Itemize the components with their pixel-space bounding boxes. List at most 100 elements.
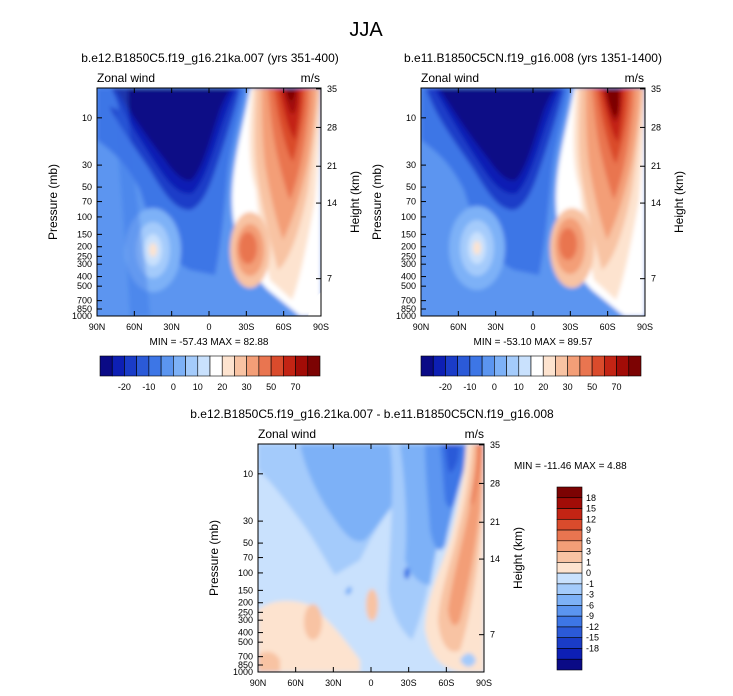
min-max-stats: MIN = -53.10 MAX = 89.57: [474, 337, 593, 348]
height-tick-label: 21: [490, 517, 500, 527]
colorbar-label: 10: [514, 382, 524, 392]
panel-3-right-label: m/s: [465, 427, 484, 441]
panel-2-right-label: m/s: [625, 71, 644, 85]
colorbar-swatch: [197, 355, 211, 377]
colorbar-label: 12: [586, 514, 596, 524]
colorbar-label: -10: [142, 382, 155, 392]
colorbar-swatch: [556, 572, 583, 585]
y-tick-label: 10: [243, 469, 253, 479]
x-tick-label: 30N: [325, 678, 342, 688]
x-tick-label: 60S: [276, 322, 292, 332]
x-tick-label: 60S: [438, 678, 454, 688]
height-tick-label: 28: [651, 122, 661, 132]
y-axis-title: Pressure (mb): [370, 164, 384, 240]
y-tick-label: 1000: [396, 311, 416, 321]
height-tick-label: 35: [651, 84, 661, 94]
x-tick-label: 90S: [476, 678, 492, 688]
colorbar-label: 0: [492, 382, 497, 392]
height-tick-label: 7: [651, 274, 656, 284]
height-tick-label: 35: [327, 84, 337, 94]
y-tick-label: 150: [401, 229, 416, 239]
field-contour: [97, 88, 119, 110]
colorbar-swatch: [556, 605, 583, 617]
colorbar-label: -9: [586, 611, 594, 621]
y-tick-label: 1000: [72, 311, 92, 321]
x-tick-label: 0: [368, 678, 373, 688]
y-tick-label: 100: [77, 212, 92, 222]
y-tick-label: 400: [238, 628, 253, 638]
colorbar-swatch: [556, 637, 583, 649]
panel-3-left-label: Zonal wind: [258, 427, 316, 441]
colorbar-1: -20 -10 0 10 20 30 50 70: [99, 355, 321, 392]
y-tick-label: 850: [238, 660, 253, 670]
x-tick-label: 0: [206, 322, 211, 332]
colorbar-swatch: [185, 355, 199, 377]
colorbar-label: 30: [242, 382, 252, 392]
y-tick-label: 50: [82, 182, 92, 192]
field-contour: [115, 88, 150, 316]
height-tick-label: 28: [327, 122, 337, 132]
panel-2-left-label: Zonal wind: [421, 71, 479, 85]
colorbar-swatch: [432, 355, 446, 377]
panel-2: b.e11.B1850C5CN.f19_g16.008 (yrs 1351-14…: [404, 51, 662, 317]
colorbar-swatch: [209, 355, 223, 377]
y-tick-label: 400: [77, 272, 92, 282]
y-tick-label: 30: [406, 160, 416, 170]
colorbar-label: 70: [291, 382, 301, 392]
field-contour: [445, 444, 460, 473]
colorbar-swatch: [556, 626, 583, 639]
colorbar-swatch: [136, 355, 150, 377]
colorbar-label: 15: [586, 504, 596, 514]
colorbar-swatch: [469, 355, 483, 377]
y-tick-label: 250: [401, 251, 416, 261]
field-contour: [559, 228, 577, 260]
colorbar-swatch: [457, 355, 471, 377]
field-contour: [460, 653, 476, 667]
colorbar-label: 10: [193, 382, 203, 392]
colorbar-layer: -20 -10 0 10 20 30 50 70 -20 -10 0 10 20 30 50 70181512…: [99, 355, 642, 671]
panel-1-field: [97, 88, 321, 316]
x-tick-label: 60N: [287, 678, 304, 688]
colorbar-swatch: [556, 518, 583, 531]
height-tick-label: 7: [490, 630, 495, 640]
x-tick-label: 30S: [401, 678, 417, 688]
y-tick-label: 30: [82, 160, 92, 170]
min-max-stats: MIN = -11.46 MAX = 4.88: [514, 461, 627, 472]
colorbar-swatch: [307, 355, 321, 377]
colorbar-swatch: [542, 355, 556, 377]
panel2-axes: 90N 60N 30N 0 30S 60S 90S103050701001502002503…: [370, 84, 686, 348]
colorbar-swatch: [481, 355, 495, 377]
colorbar-label: 9: [586, 525, 591, 535]
y-tick-label: 500: [238, 637, 253, 647]
panel-2-title: b.e11.B1850C5CN.f19_g16.008 (yrs 1351-14…: [404, 51, 662, 65]
y-tick-label: 200: [401, 242, 416, 252]
colorbar-label: -20: [439, 382, 452, 392]
colorbar-swatch: [591, 355, 605, 377]
y-tick-label: 300: [77, 259, 92, 269]
panel-1-right-label: m/s: [301, 71, 320, 85]
y-tick-label: 850: [77, 304, 92, 314]
x-tick-label: 30N: [487, 322, 504, 332]
height-axis-title: Height (km): [672, 171, 686, 233]
y-tick-label: 50: [243, 538, 253, 548]
y-tick-label: 30: [243, 516, 253, 526]
colorbar-label: 30: [563, 382, 573, 392]
x-tick-label: 30S: [238, 322, 254, 332]
panel-1-title: b.e12.B1850C5.f19_g16.21ka.007 (yrs 351-…: [81, 51, 339, 65]
height-tick-label: 14: [651, 198, 661, 208]
x-tick-label: 60S: [600, 322, 616, 332]
colorbar-swatch: [506, 355, 520, 377]
colorbar-label: 6: [586, 536, 591, 546]
y-tick-label: 400: [401, 272, 416, 282]
height-tick-label: 7: [327, 274, 332, 284]
colorbar-swatch: [556, 486, 583, 499]
colorbar-swatch: [270, 355, 284, 377]
colorbar-label: -10: [463, 382, 476, 392]
field-contour: [345, 586, 352, 595]
x-tick-label: 90S: [637, 322, 653, 332]
colorbar-label: -12: [586, 622, 599, 632]
y-tick-label: 700: [77, 296, 92, 306]
y-tick-label: 700: [238, 652, 253, 662]
colorbar-swatch: [556, 562, 583, 574]
colorbar-swatch: [556, 540, 583, 552]
